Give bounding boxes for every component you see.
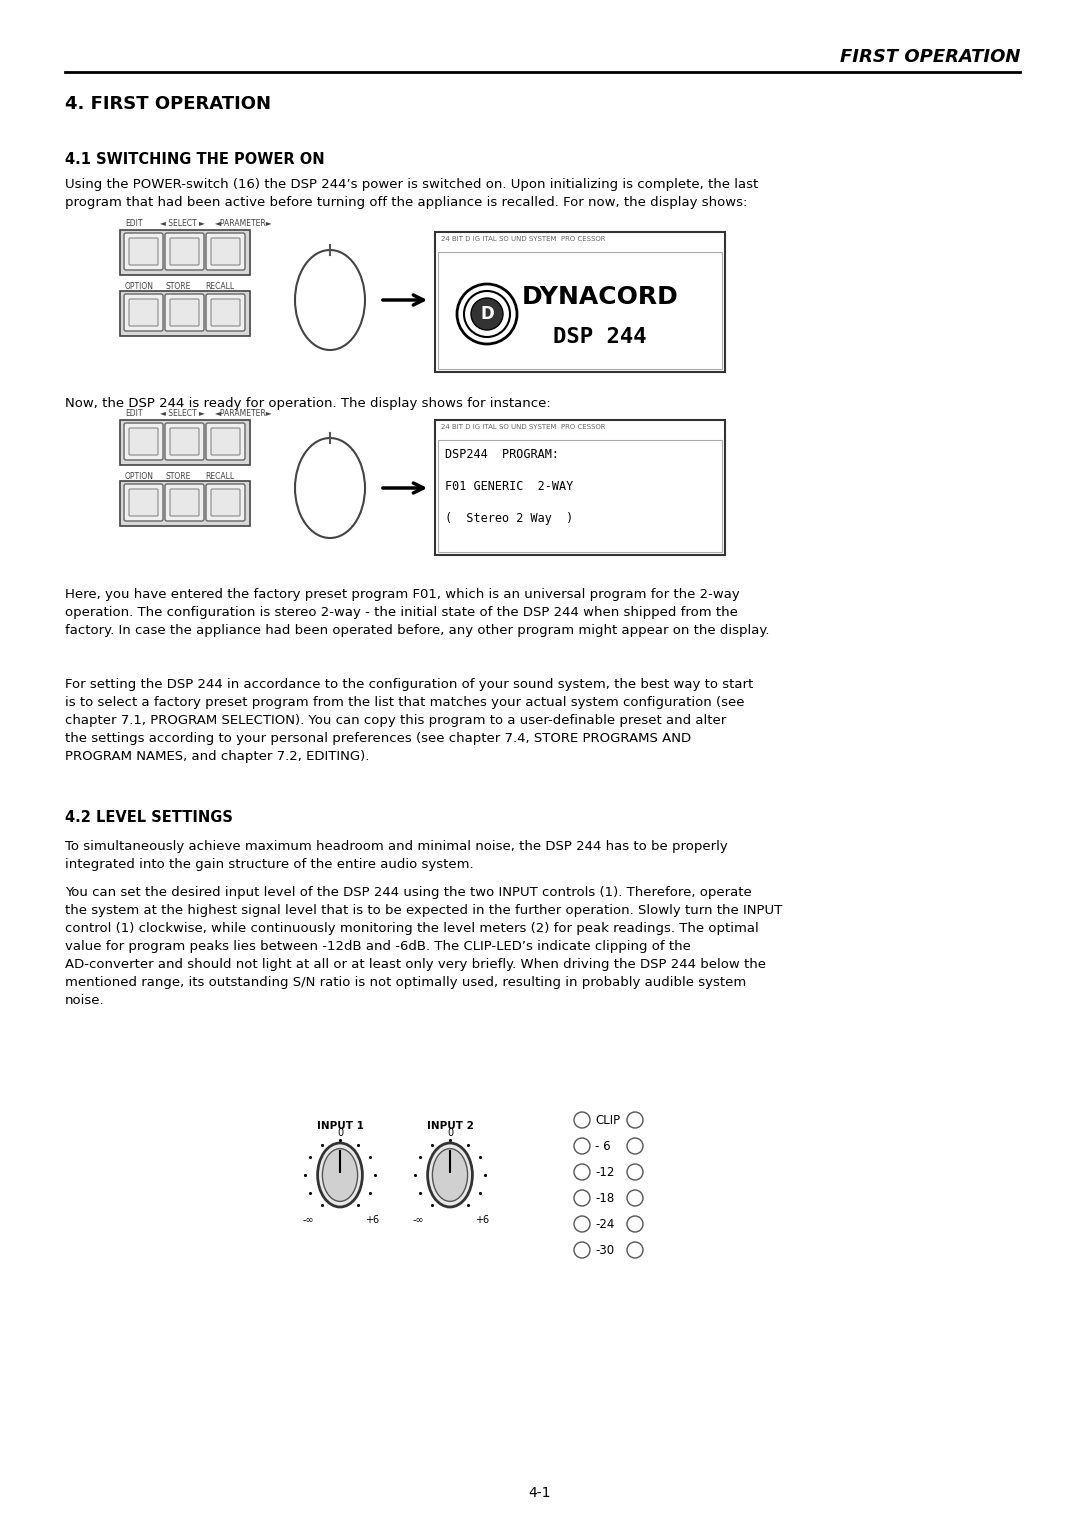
Text: 4. FIRST OPERATION: 4. FIRST OPERATION <box>65 95 271 113</box>
Circle shape <box>627 1164 643 1180</box>
Text: 0: 0 <box>447 1128 454 1138</box>
FancyBboxPatch shape <box>206 484 245 521</box>
FancyBboxPatch shape <box>124 232 163 270</box>
FancyBboxPatch shape <box>211 428 240 455</box>
Circle shape <box>573 1190 590 1206</box>
Text: ◄ SELECT ►: ◄ SELECT ► <box>160 219 205 228</box>
Text: Now, the DSP 244 is ready for operation. The display shows for instance:: Now, the DSP 244 is ready for operation.… <box>65 397 551 410</box>
Circle shape <box>627 1112 643 1128</box>
FancyBboxPatch shape <box>206 232 245 270</box>
Ellipse shape <box>318 1143 363 1207</box>
Text: 24 BIT D IG ITAL SO UND SYSTEM  PRO CESSOR: 24 BIT D IG ITAL SO UND SYSTEM PRO CESSO… <box>441 235 606 241</box>
Text: INPUT 1: INPUT 1 <box>316 1122 364 1131</box>
Circle shape <box>573 1164 590 1180</box>
Text: EDIT: EDIT <box>125 219 143 228</box>
FancyBboxPatch shape <box>129 428 158 455</box>
FancyBboxPatch shape <box>206 293 245 332</box>
Circle shape <box>627 1138 643 1154</box>
FancyBboxPatch shape <box>435 232 725 371</box>
FancyBboxPatch shape <box>211 238 240 264</box>
Text: +6: +6 <box>365 1215 379 1225</box>
Text: STORE: STORE <box>165 472 190 481</box>
Text: DYNACORD: DYNACORD <box>522 286 678 309</box>
Text: -24: -24 <box>595 1218 615 1230</box>
Circle shape <box>627 1190 643 1206</box>
Ellipse shape <box>432 1149 468 1201</box>
Circle shape <box>573 1216 590 1232</box>
Text: EDIT: EDIT <box>125 410 143 419</box>
Text: F01 GENERIC  2-WAY: F01 GENERIC 2-WAY <box>445 480 573 494</box>
FancyBboxPatch shape <box>129 299 158 325</box>
Text: -12: -12 <box>595 1166 615 1178</box>
FancyBboxPatch shape <box>211 489 240 516</box>
Text: -∞: -∞ <box>302 1215 314 1225</box>
FancyBboxPatch shape <box>120 420 249 465</box>
Text: DSP 244: DSP 244 <box>553 327 647 347</box>
FancyBboxPatch shape <box>124 293 163 332</box>
Text: -∞: -∞ <box>413 1215 423 1225</box>
Text: 4.1 SWITCHING THE POWER ON: 4.1 SWITCHING THE POWER ON <box>65 151 325 167</box>
FancyBboxPatch shape <box>165 232 204 270</box>
Circle shape <box>464 290 510 338</box>
Ellipse shape <box>428 1143 472 1207</box>
Text: FIRST OPERATION: FIRST OPERATION <box>839 47 1020 66</box>
FancyBboxPatch shape <box>120 481 249 526</box>
Circle shape <box>627 1216 643 1232</box>
FancyBboxPatch shape <box>124 423 163 460</box>
FancyBboxPatch shape <box>170 489 199 516</box>
Text: - 6: - 6 <box>595 1140 610 1152</box>
Circle shape <box>471 298 503 330</box>
Text: OPTION: OPTION <box>125 472 154 481</box>
Text: D: D <box>481 306 494 322</box>
Circle shape <box>457 284 517 344</box>
Text: 0: 0 <box>337 1128 343 1138</box>
Text: 4.2 LEVEL SETTINGS: 4.2 LEVEL SETTINGS <box>65 810 233 825</box>
Text: ◄ SELECT ►: ◄ SELECT ► <box>160 410 205 419</box>
Text: RECALL: RECALL <box>205 283 234 290</box>
Text: To simultaneously achieve maximum headroom and minimal noise, the DSP 244 has to: To simultaneously achieve maximum headro… <box>65 840 728 871</box>
Ellipse shape <box>323 1149 357 1201</box>
Text: -30: -30 <box>595 1244 615 1256</box>
Text: Here, you have entered the factory preset program F01, which is an universal pro: Here, you have entered the factory prese… <box>65 588 769 637</box>
FancyBboxPatch shape <box>120 231 249 275</box>
FancyBboxPatch shape <box>435 420 725 555</box>
Circle shape <box>573 1242 590 1258</box>
Circle shape <box>573 1112 590 1128</box>
Text: 4-1: 4-1 <box>529 1487 551 1500</box>
Text: For setting the DSP 244 in accordance to the configuration of your sound system,: For setting the DSP 244 in accordance to… <box>65 678 753 762</box>
FancyBboxPatch shape <box>165 484 204 521</box>
FancyBboxPatch shape <box>165 293 204 332</box>
Text: You can set the desired input level of the DSP 244 using the two INPUT controls : You can set the desired input level of t… <box>65 886 782 1007</box>
FancyBboxPatch shape <box>206 423 245 460</box>
FancyBboxPatch shape <box>170 299 199 325</box>
Ellipse shape <box>295 439 365 538</box>
Text: CLIP: CLIP <box>595 1114 620 1126</box>
Text: OPTION: OPTION <box>125 283 154 290</box>
Ellipse shape <box>295 251 365 350</box>
Text: +6: +6 <box>475 1215 489 1225</box>
Text: (  Stereo 2 Way  ): ( Stereo 2 Way ) <box>445 512 573 526</box>
Text: STORE: STORE <box>165 283 190 290</box>
Circle shape <box>627 1242 643 1258</box>
FancyBboxPatch shape <box>120 290 249 336</box>
FancyBboxPatch shape <box>124 484 163 521</box>
Text: ◄PARAMETER►: ◄PARAMETER► <box>215 410 272 419</box>
Text: Using the POWER-switch (16) the DSP 244’s power is switched on. Upon initializin: Using the POWER-switch (16) the DSP 244’… <box>65 177 758 209</box>
Text: DSP244  PROGRAM:: DSP244 PROGRAM: <box>445 448 559 461</box>
FancyBboxPatch shape <box>170 428 199 455</box>
Text: ◄PARAMETER►: ◄PARAMETER► <box>215 219 272 228</box>
FancyBboxPatch shape <box>170 238 199 264</box>
Text: 24 BIT D IG ITAL SO UND SYSTEM  PRO CESSOR: 24 BIT D IG ITAL SO UND SYSTEM PRO CESSO… <box>441 423 606 429</box>
FancyBboxPatch shape <box>211 299 240 325</box>
Circle shape <box>573 1138 590 1154</box>
FancyBboxPatch shape <box>129 489 158 516</box>
Text: INPUT 2: INPUT 2 <box>427 1122 473 1131</box>
FancyBboxPatch shape <box>129 238 158 264</box>
Text: RECALL: RECALL <box>205 472 234 481</box>
FancyBboxPatch shape <box>165 423 204 460</box>
Text: -18: -18 <box>595 1192 615 1204</box>
